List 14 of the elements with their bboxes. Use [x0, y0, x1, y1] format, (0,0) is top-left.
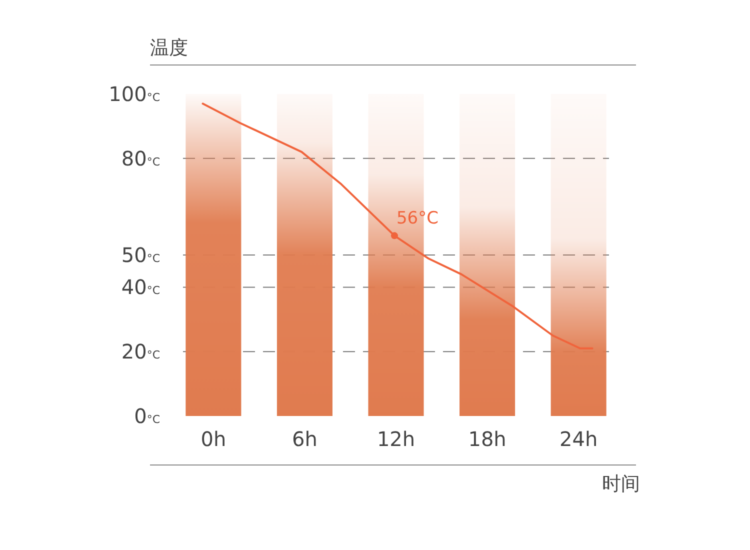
y-tick-label: 0°C	[134, 404, 160, 428]
x-tick-label: 0h	[200, 427, 226, 451]
y-tick-label: 40°C	[121, 275, 160, 300]
x-axis-title: 时间	[602, 473, 640, 495]
y-tick-label: 20°C	[121, 340, 160, 364]
line-series	[202, 102, 594, 350]
x-tick-label: 18h	[468, 427, 506, 451]
y-tick-label: 50°C	[121, 243, 160, 267]
y-tick-label: 100°C	[108, 82, 160, 106]
y-tick-label: 80°C	[121, 146, 160, 170]
x-tick-label: 6h	[292, 427, 318, 451]
x-tick-label: 12h	[376, 427, 416, 451]
x-tick-label: 24h	[560, 427, 598, 451]
y-axis-title: 温度	[150, 37, 188, 59]
